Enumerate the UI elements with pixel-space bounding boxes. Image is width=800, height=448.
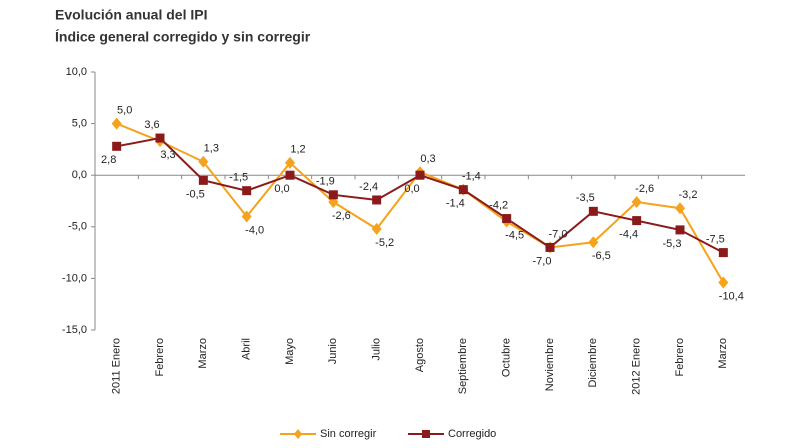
data-label: 3,6 (144, 119, 159, 131)
data-label: -2,4 (359, 181, 378, 193)
data-point (675, 225, 685, 235)
data-label: -2,6 (635, 183, 654, 195)
data-point (632, 216, 642, 226)
data-point (155, 133, 165, 143)
data-label: 0,3 (420, 153, 435, 165)
data-label: -4,2 (489, 199, 508, 211)
data-point (631, 196, 642, 209)
data-label: -3,5 (576, 192, 595, 204)
y-tick-label: -5,0 (68, 221, 87, 233)
data-label: -1,5 (229, 172, 248, 184)
data-point (112, 141, 122, 151)
data-label: -7,0 (533, 255, 552, 267)
x-tick-label: Febrero (674, 338, 686, 377)
x-tick-label: Junio (327, 338, 339, 364)
x-tick-label: Agosto (414, 338, 426, 372)
data-point (458, 185, 468, 195)
x-tick-label: Febrero (154, 338, 166, 377)
y-tick-label: -10,0 (62, 272, 87, 284)
data-point (371, 222, 382, 235)
x-tick-label: 2011 Enero (111, 338, 123, 394)
y-tick-label: 10,0 (66, 66, 87, 78)
legend-marker (422, 430, 430, 438)
x-tick-label: Marzo (717, 338, 729, 369)
data-point (198, 155, 209, 168)
data-label: 5,0 (117, 105, 132, 117)
legend-label: Corregido (448, 428, 496, 440)
data-label: -4,4 (619, 229, 638, 241)
data-label: -10,4 (719, 290, 744, 302)
x-tick-label: Julio (371, 338, 383, 361)
data-label: -7,5 (706, 234, 725, 246)
x-tick-label: Mayo (284, 338, 296, 365)
data-label: -4,0 (245, 224, 264, 236)
chart-title: Evolución anual del IPI (55, 7, 207, 23)
chart-subtitle: Índice general corregido y sin corregir (55, 29, 311, 45)
data-point (111, 117, 122, 130)
x-tick-label: Diciembre (587, 338, 599, 388)
data-label: -1,4 (462, 171, 481, 183)
x-tick-label: Septiembre (457, 338, 469, 394)
data-point (198, 175, 208, 185)
data-label: 1,2 (290, 144, 305, 156)
data-point (588, 236, 599, 249)
x-tick-label: Noviembre (544, 338, 556, 391)
data-label: -2,6 (332, 210, 351, 222)
data-point (241, 210, 252, 223)
y-tick-label: -15,0 (62, 324, 87, 336)
data-label: 3,3 (160, 149, 175, 161)
data-point (285, 170, 295, 180)
data-label: -7,0 (549, 228, 568, 240)
legend-marker (294, 429, 302, 439)
data-point (675, 202, 685, 215)
data-point (285, 156, 295, 169)
data-label: 0,0 (274, 183, 289, 195)
y-tick-label: 0,0 (72, 169, 87, 181)
data-point (718, 248, 728, 258)
data-label: -3,2 (679, 189, 698, 201)
data-point (372, 195, 382, 205)
x-tick-label: Abril (241, 338, 253, 360)
data-point (718, 276, 729, 289)
data-point (415, 170, 425, 180)
data-label: -5,2 (375, 237, 394, 249)
data-point (328, 190, 338, 200)
x-tick-label: 2012 Enero (631, 338, 643, 395)
data-point (242, 186, 252, 196)
data-label: -1,9 (316, 176, 335, 188)
data-point (502, 214, 512, 224)
legend-label: Sin corregir (320, 428, 377, 440)
x-tick-label: Octubre (501, 338, 513, 377)
data-label: 0,0 (404, 183, 419, 195)
data-label: -1,4 (446, 198, 465, 210)
data-label: 1,3 (204, 143, 219, 155)
data-label: -0,5 (186, 188, 205, 200)
data-point (588, 206, 598, 216)
y-tick-label: 5,0 (72, 118, 87, 130)
x-tick-label: Marzo (197, 338, 209, 369)
data-label: 2,8 (101, 154, 116, 166)
data-label: -6,5 (592, 250, 611, 262)
data-label: -5,3 (663, 238, 682, 250)
data-point (545, 242, 555, 252)
data-label: -4,5 (505, 230, 524, 242)
